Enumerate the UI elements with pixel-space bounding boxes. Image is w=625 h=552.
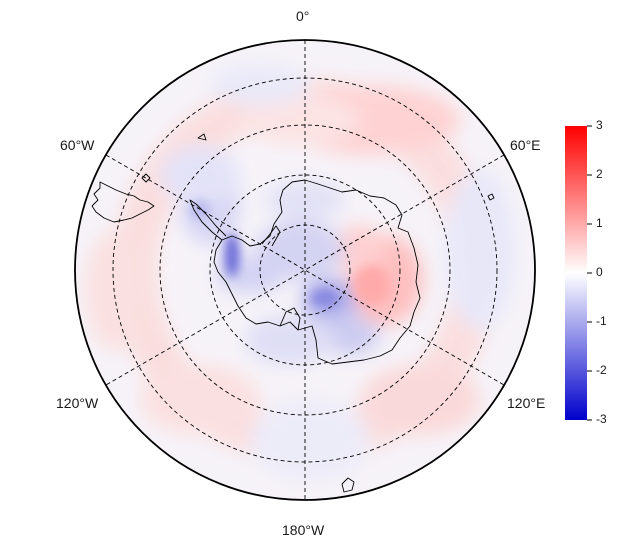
coastlines [91, 133, 495, 493]
lon-label-60e: 60°E [510, 137, 541, 153]
colorbar-tick-neg2: -2 [596, 363, 607, 377]
colorbar [565, 125, 592, 421]
lon-label-180w: 180°W [282, 522, 325, 538]
lon-label-120w: 120°W [56, 395, 99, 411]
colorbar-tick-1: 1 [596, 216, 603, 230]
colorbar-tick-2: 2 [596, 167, 603, 181]
colorbar-tick-0: 0 [596, 265, 603, 279]
colorbar-tick-3: 3 [596, 118, 603, 132]
colorbar-tick-neg3: -3 [596, 412, 607, 426]
graticule [105, 40, 505, 500]
lon-label-60w: 60°W [60, 137, 95, 153]
map-boundary [74, 39, 536, 501]
lon-label-0: 0° [296, 8, 310, 24]
lon-label-120e: 120°E [507, 395, 546, 411]
colorbar-tick-neg1: -1 [596, 314, 607, 328]
anomaly-field [75, 40, 535, 500]
colorbar-gradient [565, 126, 587, 420]
